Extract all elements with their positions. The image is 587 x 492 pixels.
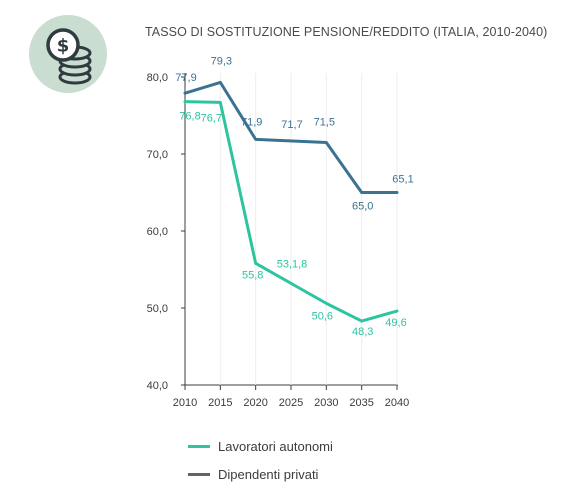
data-label: 65,0 [352,201,373,213]
data-label: 50,6 [312,310,333,322]
x-tick-label: 2015 [208,397,232,409]
data-label: 77,9 [175,72,196,84]
data-label: 49,6 [385,317,406,329]
y-tick-label: 60,0 [147,226,168,238]
y-tick-label: 40,0 [147,380,168,392]
x-tick-label: 2010 [173,397,197,409]
legend-item-lavoratori-autonomi: Lavoratori autonomi [188,436,333,456]
data-label: 71,9 [241,116,262,128]
x-tick-label: 2035 [349,397,373,409]
data-label: 76,7 [201,112,222,124]
data-label: 71,5 [314,116,335,128]
y-tick-label: 70,0 [147,149,168,161]
series-line-dipendenti-privati [183,80,399,194]
data-label: 55,8 [242,269,263,281]
data-label: 71,7 [281,119,302,131]
coins-dollar-icon: $ [29,15,107,93]
legend: Lavoratori autonomi Dipendenti privati [188,436,333,492]
data-label: 79,3 [211,55,232,67]
legend-swatch-lavoratori-autonomi [188,444,210,448]
line-chart: 40,0 50,0 60,0 70,0 80,0 2010 2015 2020 2025 2030… [147,55,414,409]
x-tick-label: 2040 [385,397,409,409]
series-line-lavoratori-autonomi [183,100,399,323]
legend-item-dipendenti-privati: Dipendenti privati [188,464,333,484]
y-tick-label: 50,0 [147,303,168,315]
x-tick-label: 2030 [314,397,338,409]
x-tick-label: 2025 [279,397,303,409]
chart-title: TASSO DI SOSTITUZIONE PENSIONE/REDDITO (… [145,25,548,39]
svg-text:$: $ [57,36,70,57]
legend-label-lavoratori-autonomi: Lavoratori autonomi [218,438,333,454]
legend-label-dipendenti-privati: Dipendenti privati [218,466,319,482]
x-tick-label: 2020 [243,397,267,409]
data-label: 48,3 [352,326,373,338]
data-label: 65,1 [392,174,413,186]
data-label: 53,1,8 [277,258,308,270]
data-label: 76,8 [179,111,200,123]
legend-swatch-dipendenti-privati [188,472,210,476]
y-tick-label: 80,0 [147,72,168,84]
